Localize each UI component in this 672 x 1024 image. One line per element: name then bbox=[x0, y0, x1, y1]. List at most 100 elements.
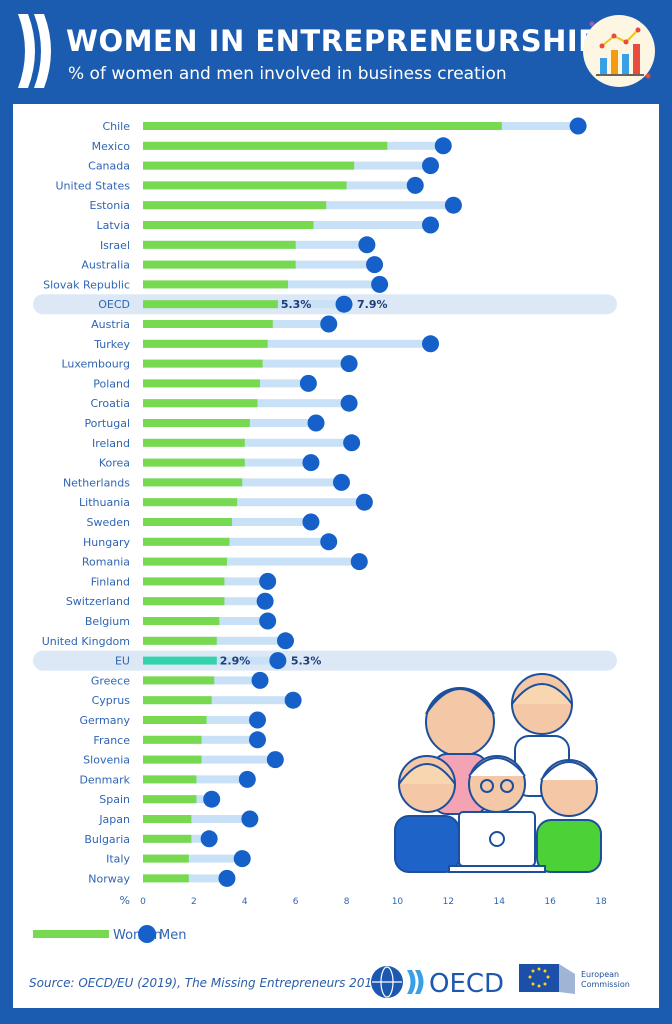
x-tick-label: 16 bbox=[544, 897, 556, 907]
women-bar bbox=[143, 755, 202, 764]
women-bar bbox=[143, 795, 197, 804]
legend: Women Men bbox=[33, 925, 186, 943]
category-label: Romania bbox=[82, 556, 130, 569]
category-label: EU bbox=[115, 655, 130, 668]
men-dot bbox=[422, 157, 440, 175]
women-bar bbox=[143, 735, 202, 744]
oecd-logo-icon: OECD bbox=[371, 966, 504, 999]
category-label: Canada bbox=[88, 160, 130, 173]
category-label: Italy bbox=[106, 853, 130, 866]
men-dot bbox=[266, 751, 284, 769]
women-bar bbox=[143, 854, 189, 863]
men-dot bbox=[320, 315, 338, 333]
women-bar bbox=[143, 320, 273, 328]
category-label: Belgium bbox=[85, 615, 130, 628]
women-bar bbox=[143, 617, 220, 625]
x-tick-label: 2 bbox=[191, 897, 197, 907]
men-value-label: 5.3% bbox=[291, 655, 322, 668]
men-dot bbox=[444, 196, 462, 214]
women-bar bbox=[143, 577, 225, 586]
women-value-label: 5.3% bbox=[281, 298, 312, 311]
people-illustration bbox=[394, 673, 602, 873]
men-dot bbox=[259, 572, 277, 590]
european-commission-logo-icon bbox=[519, 964, 575, 994]
women-bar bbox=[143, 478, 243, 487]
ec-line-1: European bbox=[581, 970, 620, 979]
men-track bbox=[143, 339, 431, 348]
women-bar bbox=[143, 656, 217, 665]
chart-panel: Chile Mexico Canada United States Estonia Lat… bbox=[13, 104, 659, 1008]
category-label: Korea bbox=[99, 457, 130, 470]
men-dot bbox=[422, 216, 440, 234]
x-tick-label: 8 bbox=[344, 897, 350, 907]
women-bar bbox=[143, 280, 289, 289]
men-dot bbox=[299, 374, 317, 392]
legend-men-label: Men bbox=[159, 928, 186, 943]
women-bar bbox=[143, 399, 258, 408]
women-bar bbox=[143, 379, 261, 388]
men-dot bbox=[371, 275, 389, 293]
women-bar bbox=[143, 419, 250, 427]
category-label: Luxembourg bbox=[61, 358, 130, 371]
men-dot bbox=[335, 295, 353, 313]
category-label: Slovak Republic bbox=[43, 278, 130, 291]
women-bar bbox=[143, 518, 233, 526]
men-dot bbox=[302, 513, 320, 531]
men-dot bbox=[269, 652, 287, 670]
men-dot bbox=[350, 553, 368, 571]
category-label: Switzerland bbox=[66, 595, 130, 608]
category-label: Bulgaria bbox=[84, 833, 130, 846]
women-bar bbox=[143, 181, 347, 190]
men-track bbox=[143, 696, 294, 705]
men-dot bbox=[332, 473, 350, 491]
men-dot bbox=[259, 612, 277, 630]
women-bar bbox=[143, 834, 192, 843]
oecd-wordmark: OECD bbox=[429, 969, 504, 999]
x-tick-label: 0 bbox=[140, 897, 146, 907]
women-bar bbox=[143, 122, 502, 130]
category-label: Lithuania bbox=[79, 496, 130, 509]
men-dot bbox=[203, 790, 221, 808]
women-bar bbox=[143, 260, 296, 269]
women-bar bbox=[143, 815, 192, 823]
x-tick-label: 18 bbox=[595, 897, 607, 907]
category-label: Slovenia bbox=[83, 754, 130, 767]
category-label: France bbox=[93, 734, 130, 747]
category-label: OECD bbox=[98, 298, 130, 311]
x-tick-label: 4 bbox=[242, 897, 248, 907]
category-label: Israel bbox=[100, 239, 130, 252]
category-label: Portugal bbox=[84, 417, 130, 430]
men-dot bbox=[343, 434, 361, 452]
category-label: Netherlands bbox=[63, 476, 130, 489]
category-label: Mexico bbox=[92, 140, 131, 153]
men-dot bbox=[238, 770, 256, 788]
oecd-chevron-logo-icon bbox=[18, 14, 51, 88]
men-track bbox=[143, 537, 329, 546]
source-prefix: Source: OECD/EU (2019), bbox=[29, 976, 185, 990]
men-dot bbox=[569, 117, 587, 135]
women-bar bbox=[143, 438, 245, 447]
category-label: Germany bbox=[79, 714, 130, 727]
women-bar bbox=[143, 240, 296, 249]
men-dot bbox=[276, 632, 294, 650]
legend-women-swatch bbox=[33, 930, 109, 938]
category-label: Finland bbox=[91, 575, 130, 588]
women-bar bbox=[143, 498, 238, 507]
men-dot bbox=[302, 454, 320, 472]
x-axis-label: % bbox=[120, 894, 130, 907]
men-track bbox=[143, 557, 360, 566]
men-dot bbox=[200, 830, 218, 848]
x-tick-label: 12 bbox=[443, 897, 454, 907]
men-track bbox=[143, 438, 352, 447]
women-bar bbox=[143, 597, 225, 606]
men-track bbox=[143, 815, 250, 823]
x-tick-label: 6 bbox=[293, 897, 299, 907]
category-label: United States bbox=[56, 179, 131, 192]
women-bar bbox=[143, 300, 278, 309]
men-dot bbox=[340, 355, 358, 373]
women-bar bbox=[143, 557, 227, 566]
men-dot bbox=[249, 711, 266, 729]
page-title: WOMEN IN ENTREPRENEURSHIP bbox=[66, 24, 600, 58]
men-value-label: 7.9% bbox=[357, 298, 388, 311]
women-bar bbox=[143, 141, 388, 150]
